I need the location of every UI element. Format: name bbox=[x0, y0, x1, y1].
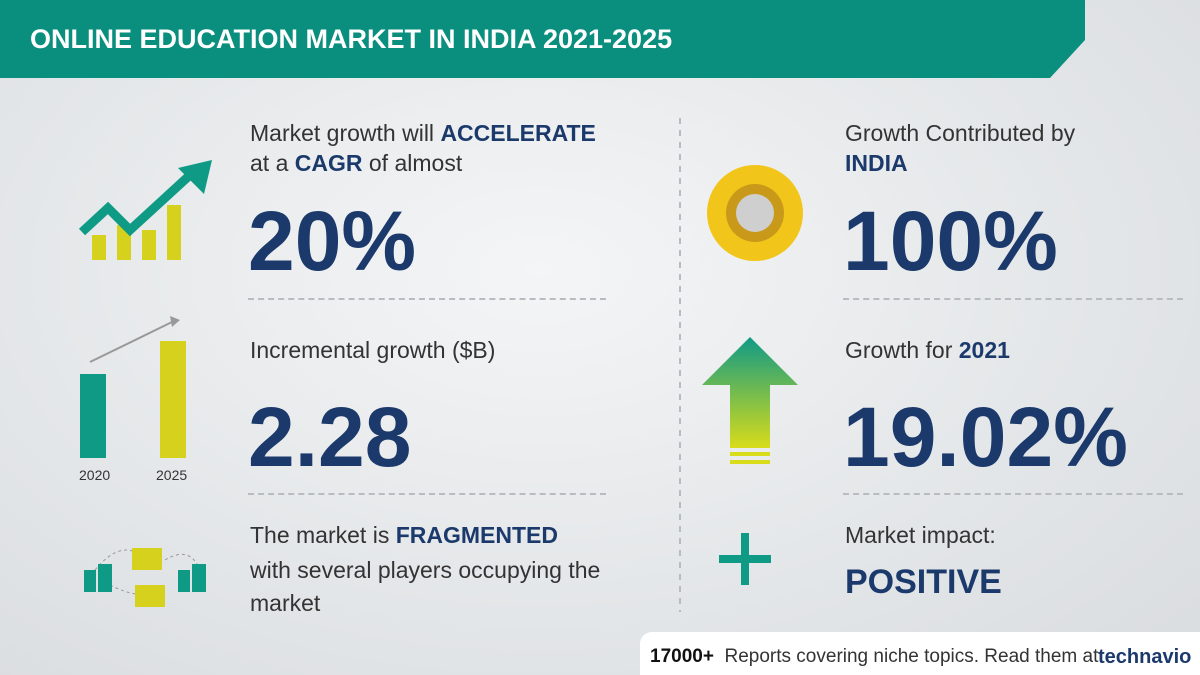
figure: 100% bbox=[843, 194, 1058, 288]
bars-icon bbox=[80, 316, 186, 458]
arrow-icon bbox=[702, 337, 798, 464]
text: Growth for 2021 bbox=[845, 337, 1010, 363]
growth-icon bbox=[78, 160, 212, 260]
buildings-icon bbox=[84, 548, 206, 607]
separator bbox=[843, 493, 1183, 495]
text: Growth Contributed by bbox=[845, 120, 1076, 146]
separator bbox=[843, 298, 1183, 300]
footer-text: 17000+ Reports covering niche topics. Re… bbox=[650, 646, 1099, 667]
separator bbox=[248, 298, 606, 300]
separator bbox=[248, 493, 606, 495]
text: Market growth will ACCELERATE bbox=[250, 120, 596, 146]
icon-label: 2020 bbox=[79, 467, 111, 483]
plus-icon bbox=[719, 533, 771, 585]
text: The market is FRAGMENTED bbox=[250, 522, 558, 548]
text: POSITIVE bbox=[845, 563, 1002, 601]
title: ONLINE EDUCATION MARKET IN INDIA 2021-20… bbox=[30, 24, 673, 54]
text: with several players occupying the marke… bbox=[250, 557, 601, 616]
footer-box bbox=[640, 632, 1200, 675]
figure: 20% bbox=[248, 194, 417, 288]
pie-icon bbox=[707, 165, 803, 261]
text: Incremental growth ($B) bbox=[250, 337, 496, 363]
brand: technavio bbox=[1098, 646, 1192, 668]
text: at a CAGR of almost bbox=[250, 150, 463, 176]
text: Market impact: bbox=[845, 522, 996, 548]
figure: 19.02% bbox=[843, 390, 1128, 484]
header-bar bbox=[0, 0, 1085, 78]
icon-label: 2025 bbox=[156, 467, 188, 483]
text: INDIA bbox=[845, 150, 908, 176]
figure: 2.28 bbox=[248, 390, 412, 484]
